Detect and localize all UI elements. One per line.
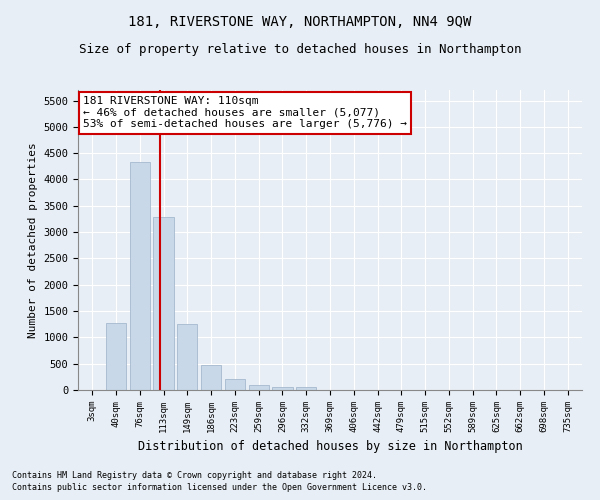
X-axis label: Distribution of detached houses by size in Northampton: Distribution of detached houses by size … [137, 440, 523, 454]
Bar [177, 324, 197, 390]
Text: Contains public sector information licensed under the Open Government Licence v3: Contains public sector information licen… [12, 483, 427, 492]
Y-axis label: Number of detached properties: Number of detached properties [28, 142, 38, 338]
Text: Contains HM Land Registry data © Crown copyright and database right 2024.: Contains HM Land Registry data © Crown c… [12, 470, 377, 480]
Bar [225, 378, 245, 390]
Bar [248, 385, 269, 390]
Bar [130, 162, 150, 390]
Bar [106, 323, 126, 390]
Bar [154, 217, 173, 390]
Text: 181, RIVERSTONE WAY, NORTHAMPTON, NN4 9QW: 181, RIVERSTONE WAY, NORTHAMPTON, NN4 9Q… [128, 15, 472, 29]
Text: Size of property relative to detached houses in Northampton: Size of property relative to detached ho… [79, 42, 521, 56]
Bar [296, 388, 316, 390]
Bar [272, 387, 293, 390]
Bar [201, 364, 221, 390]
Text: 181 RIVERSTONE WAY: 110sqm
← 46% of detached houses are smaller (5,077)
53% of s: 181 RIVERSTONE WAY: 110sqm ← 46% of deta… [83, 96, 407, 129]
